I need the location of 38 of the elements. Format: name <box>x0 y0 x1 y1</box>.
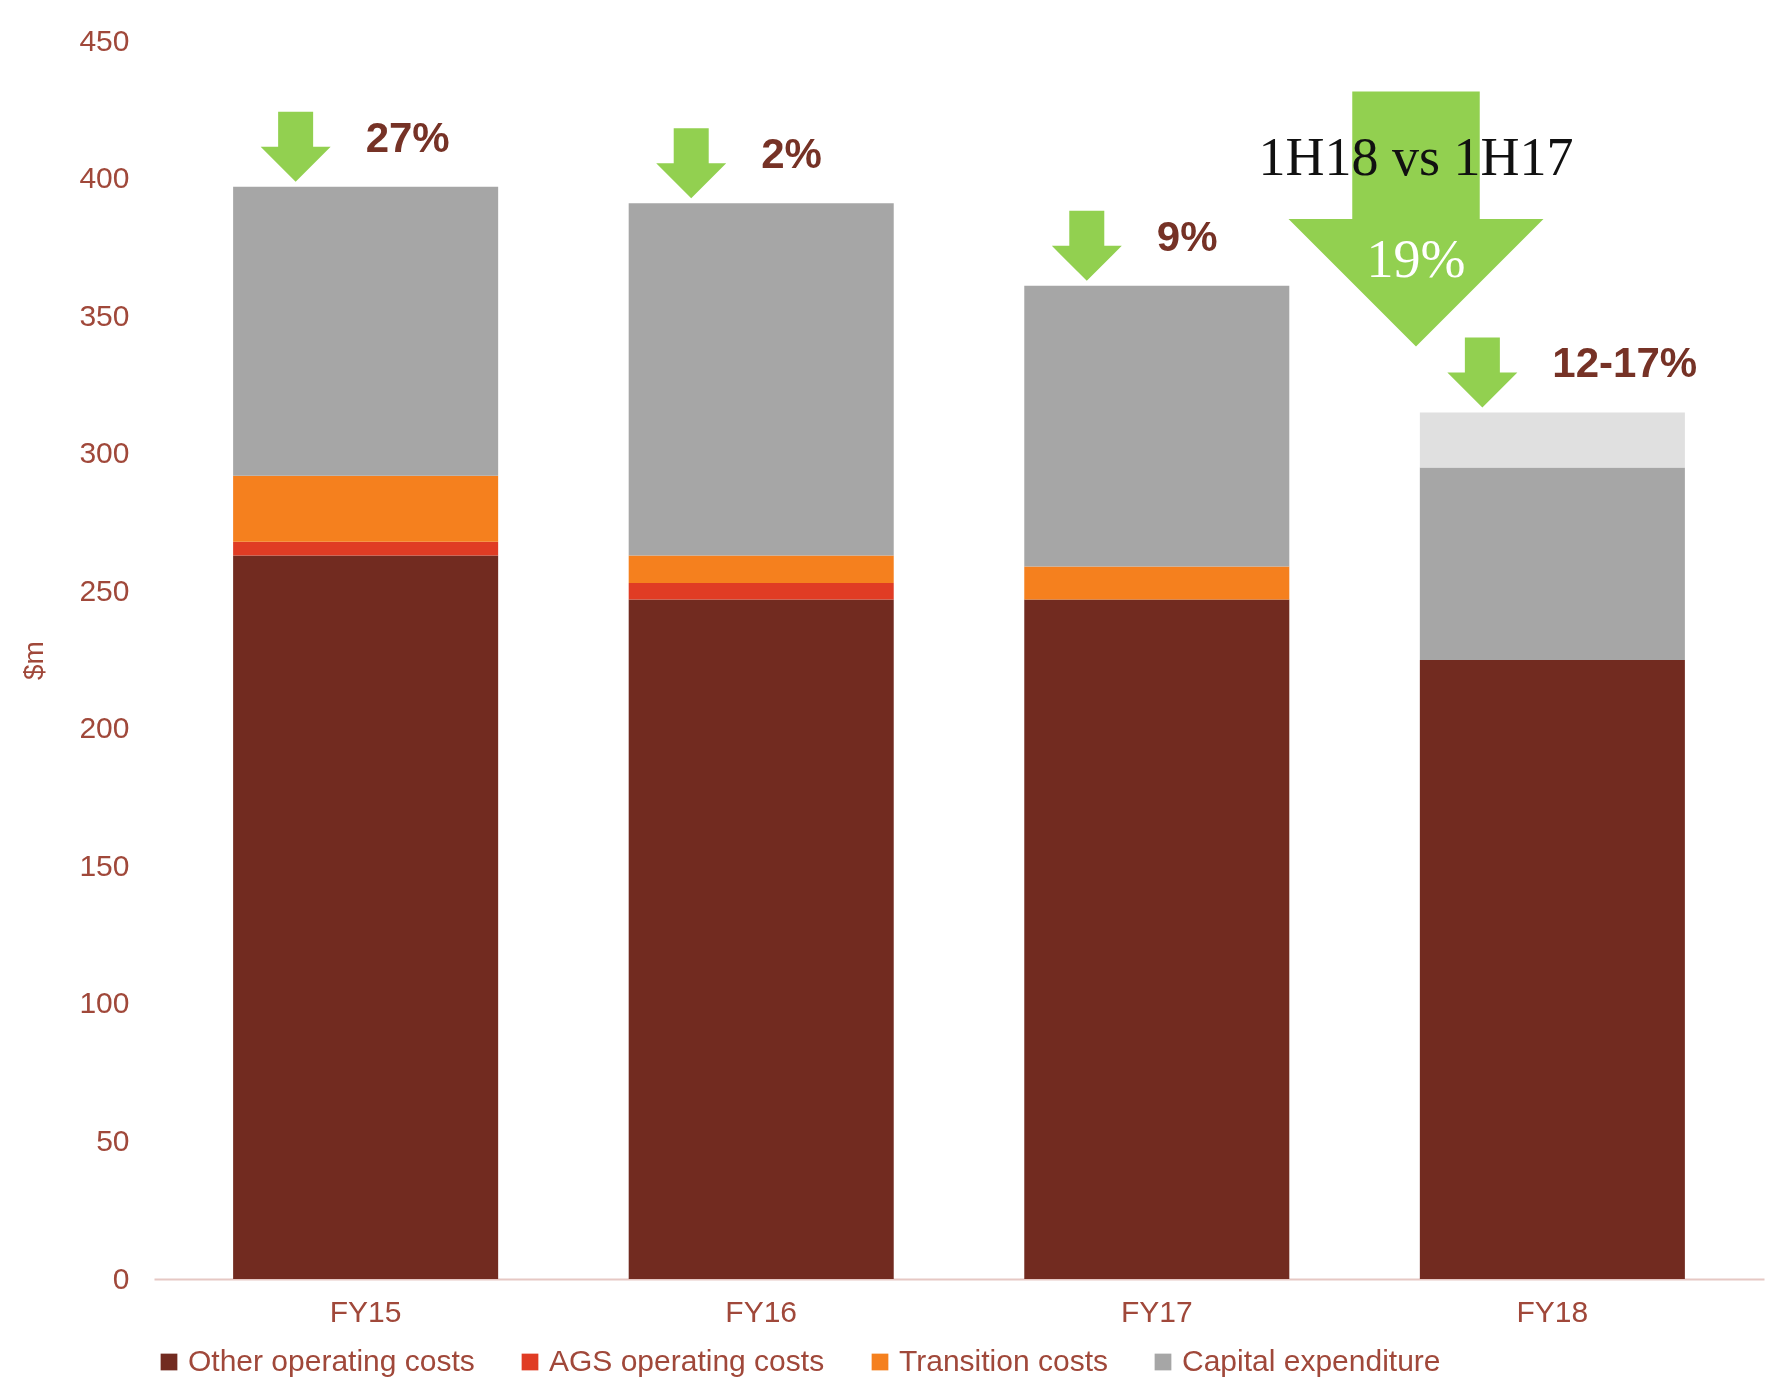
legend-label: Transition costs <box>899 1344 1108 1377</box>
x-tick-label: FY18 <box>1516 1294 1589 1328</box>
y-tick-label: 300 <box>79 436 130 470</box>
bar <box>1024 285 1290 567</box>
annotation: 19% <box>1366 229 1466 289</box>
bar <box>1024 599 1290 1279</box>
x-tick-label: FY17 <box>1120 1294 1193 1328</box>
bar <box>233 475 499 542</box>
legend-label: Capital expenditure <box>1182 1344 1441 1377</box>
annotation: 9% <box>1156 212 1218 260</box>
bar <box>628 582 894 600</box>
y-tick-label: 200 <box>79 711 130 745</box>
x-tick-label: FY16 <box>725 1294 798 1328</box>
legend-label: Other operating costs <box>188 1344 475 1377</box>
x-tick-label: FY15 <box>329 1294 402 1328</box>
bar <box>628 203 894 556</box>
bar <box>1419 467 1685 660</box>
bar <box>233 186 499 476</box>
bar <box>628 599 894 1279</box>
annotation: 12-17% <box>1552 339 1698 387</box>
legend-label: AGS operating costs <box>549 1344 825 1377</box>
bar <box>628 555 894 583</box>
annotation: 27% <box>365 113 450 161</box>
bar <box>233 555 499 1279</box>
y-tick-label: 350 <box>79 298 130 332</box>
bar <box>1024 566 1290 600</box>
bar <box>233 541 499 556</box>
annotation: 2% <box>761 130 822 178</box>
bar <box>1419 412 1685 468</box>
y-tick-label: 400 <box>79 161 130 195</box>
y-tick-label: 50 <box>96 1123 130 1157</box>
y-axis-title: $m <box>18 641 50 680</box>
y-tick-label: 100 <box>79 986 130 1020</box>
bar <box>1419 660 1685 1279</box>
y-tick-label: 0 <box>112 1261 130 1295</box>
y-tick-label: 450 <box>79 23 130 57</box>
y-tick-label: 250 <box>79 573 130 607</box>
y-tick-label: 150 <box>79 848 130 882</box>
